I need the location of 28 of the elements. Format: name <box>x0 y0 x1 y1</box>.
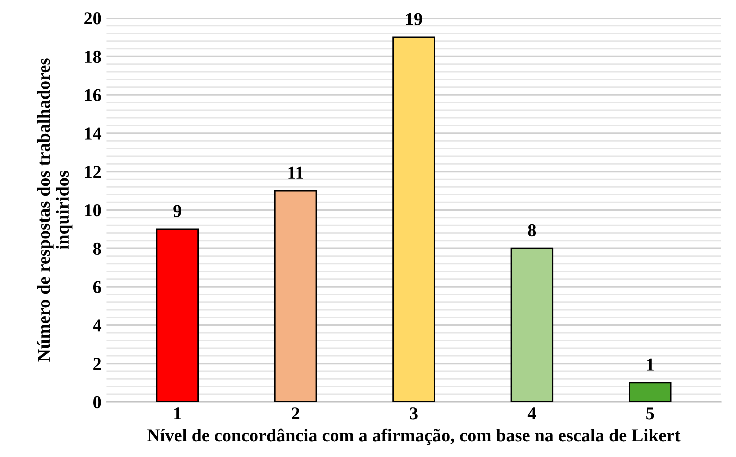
data-label: 19 <box>406 13 422 26</box>
y-tick-label: 2 <box>94 358 102 370</box>
y-tick-label: 12 <box>85 166 102 178</box>
data-label: 1 <box>647 358 654 371</box>
x-tick-label: 2 <box>292 408 300 420</box>
y-tick-label: 16 <box>85 89 102 102</box>
bar <box>156 228 200 402</box>
x-tick-label: 3 <box>410 408 418 420</box>
y-tick-label: 4 <box>93 320 102 332</box>
x-tick-label: 5 <box>646 408 654 420</box>
y-tick-label: 10 <box>85 204 102 217</box>
data-label: 11 <box>288 166 304 179</box>
x-axis-title: Nível de concordância com a afirmação, com base na escala de Likert <box>148 428 681 446</box>
y-tick-label: 14 <box>85 128 102 140</box>
y-tick-label: 0 <box>94 396 102 409</box>
y-tick-label: 18 <box>85 50 102 64</box>
bar <box>392 36 436 402</box>
bar <box>628 382 672 402</box>
bar <box>510 248 554 402</box>
y-tick-label: 6 <box>93 281 102 294</box>
x-tick-label: 4 <box>528 408 536 420</box>
y-axis-title: Número de respostas dos trabalhadores inquiridos <box>37 58 73 362</box>
x-tick-label: 1 <box>174 408 182 420</box>
y-tick-label: 8 <box>93 242 102 256</box>
data-label: 9 <box>174 205 182 218</box>
y-tick-label: 20 <box>84 12 102 25</box>
bar <box>274 190 318 402</box>
data-label: 8 <box>528 224 536 237</box>
